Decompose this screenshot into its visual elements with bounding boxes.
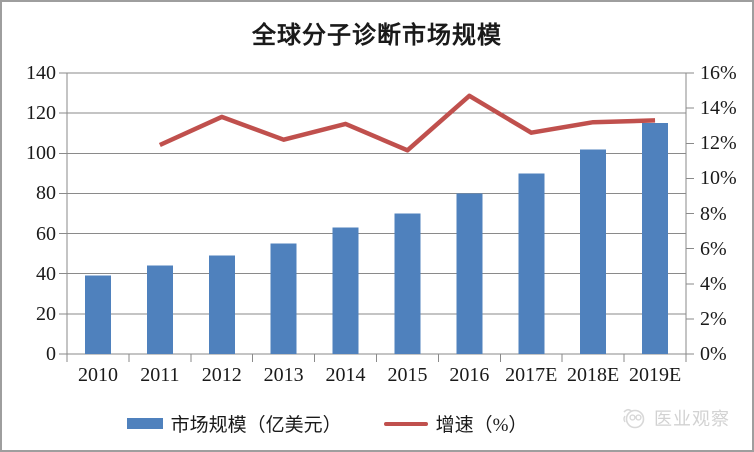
x-tick-label: 2016 bbox=[449, 364, 490, 386]
y-left-tick-label: 60 bbox=[36, 222, 56, 245]
x-tick-label: 2019E bbox=[628, 364, 682, 386]
mascot-logo-icon bbox=[623, 408, 645, 429]
y-left-tick-label: 100 bbox=[26, 142, 56, 165]
y-left-tick-label: 0 bbox=[46, 343, 56, 365]
chart-title: 全球分子诊断市场规模 bbox=[252, 23, 502, 49]
x-tick-label: 2018E bbox=[567, 364, 620, 386]
legend-line-label: 增速（%） bbox=[435, 415, 528, 436]
line-series-swatch-icon bbox=[383, 421, 428, 426]
growth-line bbox=[158, 93, 656, 153]
y-right-tick-label: 2% bbox=[700, 307, 727, 330]
y-left-tick-label: 80 bbox=[36, 182, 56, 205]
legend-item-growth: 增速（%） bbox=[383, 410, 528, 437]
x-tick-label: 2014 bbox=[325, 364, 366, 386]
y-right-tick-label: 4% bbox=[700, 272, 727, 295]
bar-2018E bbox=[580, 149, 607, 354]
x-tick-label: 2012 bbox=[201, 364, 242, 386]
y-left-tick-label: 140 bbox=[26, 62, 56, 84]
bar-2012 bbox=[208, 255, 235, 354]
y-right-tick-label: 12% bbox=[700, 132, 737, 155]
bar-2013 bbox=[270, 243, 297, 354]
chart-legend: 市场规模（亿美元） 增速（%） bbox=[67, 410, 587, 437]
y-right-tick-label: 14% bbox=[700, 97, 737, 120]
y-right-tick-label: 6% bbox=[700, 237, 727, 260]
x-tick-label: 2010 bbox=[77, 364, 118, 386]
bar-2011 bbox=[146, 265, 173, 354]
watermark: 医业观察 bbox=[620, 404, 730, 432]
x-tick-label: 2013 bbox=[263, 364, 304, 386]
legend-bar-label: 市场规模（亿美元） bbox=[170, 415, 342, 436]
watermark-text: 医业观察 bbox=[654, 409, 730, 429]
bar-2014 bbox=[332, 227, 359, 354]
y-right-tick-label: 0% bbox=[700, 343, 727, 365]
bar-series-swatch-icon bbox=[126, 418, 163, 429]
bar-2016 bbox=[456, 193, 483, 354]
y-left-tick-label: 40 bbox=[36, 262, 56, 285]
y-right-tick-label: 8% bbox=[700, 202, 727, 225]
bar-2017E bbox=[518, 173, 545, 354]
legend-item-market-size: 市场规模（亿美元） bbox=[126, 410, 342, 437]
x-tick-label: 2015 bbox=[387, 364, 428, 386]
y-right-tick-label: 10% bbox=[700, 167, 737, 190]
bar-2015 bbox=[394, 213, 421, 354]
x-tick-label: 2011 bbox=[140, 364, 180, 386]
bar-2019E bbox=[642, 123, 669, 354]
x-tick-label: 2017E bbox=[505, 364, 558, 386]
bar-2010 bbox=[84, 275, 111, 354]
y-right-tick-label: 16% bbox=[700, 62, 737, 84]
y-left-tick-label: 20 bbox=[36, 302, 56, 325]
y-left-tick-label: 120 bbox=[26, 102, 56, 125]
